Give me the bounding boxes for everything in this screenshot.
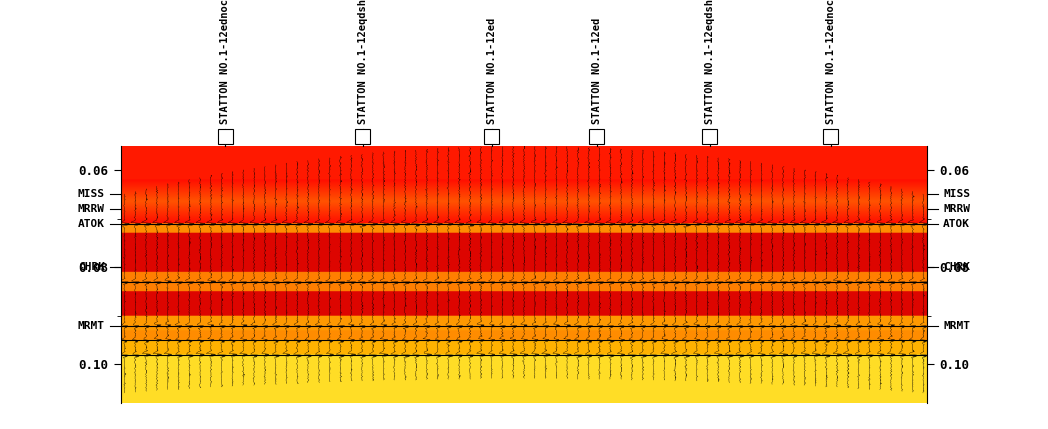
Text: MRMT: MRMT <box>78 320 105 331</box>
Text: MRRW: MRRW <box>78 204 105 214</box>
Text: MISS: MISS <box>78 190 105 199</box>
Text: ATOK: ATOK <box>78 218 105 229</box>
Text: STATTON NO.1-12eqdsh: STATTON NO.1-12eqdsh <box>704 0 715 124</box>
Text: STATTON NO.1-12ed: STATTON NO.1-12ed <box>592 18 602 124</box>
Text: STATTON NO.1-12eqdsh: STATTON NO.1-12eqdsh <box>357 0 368 124</box>
Text: ATOK: ATOK <box>943 218 970 229</box>
Text: STATTON NO.1-12ednoch: STATTON NO.1-12ednoch <box>826 0 835 124</box>
Text: STATTON NO.1-12ednoch: STATTON NO.1-12ednoch <box>220 0 231 124</box>
Text: CHRK: CHRK <box>943 262 970 272</box>
Text: MRRW: MRRW <box>943 204 970 214</box>
Text: MRMT: MRMT <box>943 320 970 331</box>
Text: MISS: MISS <box>943 190 970 199</box>
Text: STATTON NO.1-12ed: STATTON NO.1-12ed <box>486 18 497 124</box>
Text: CHRK: CHRK <box>78 262 105 272</box>
